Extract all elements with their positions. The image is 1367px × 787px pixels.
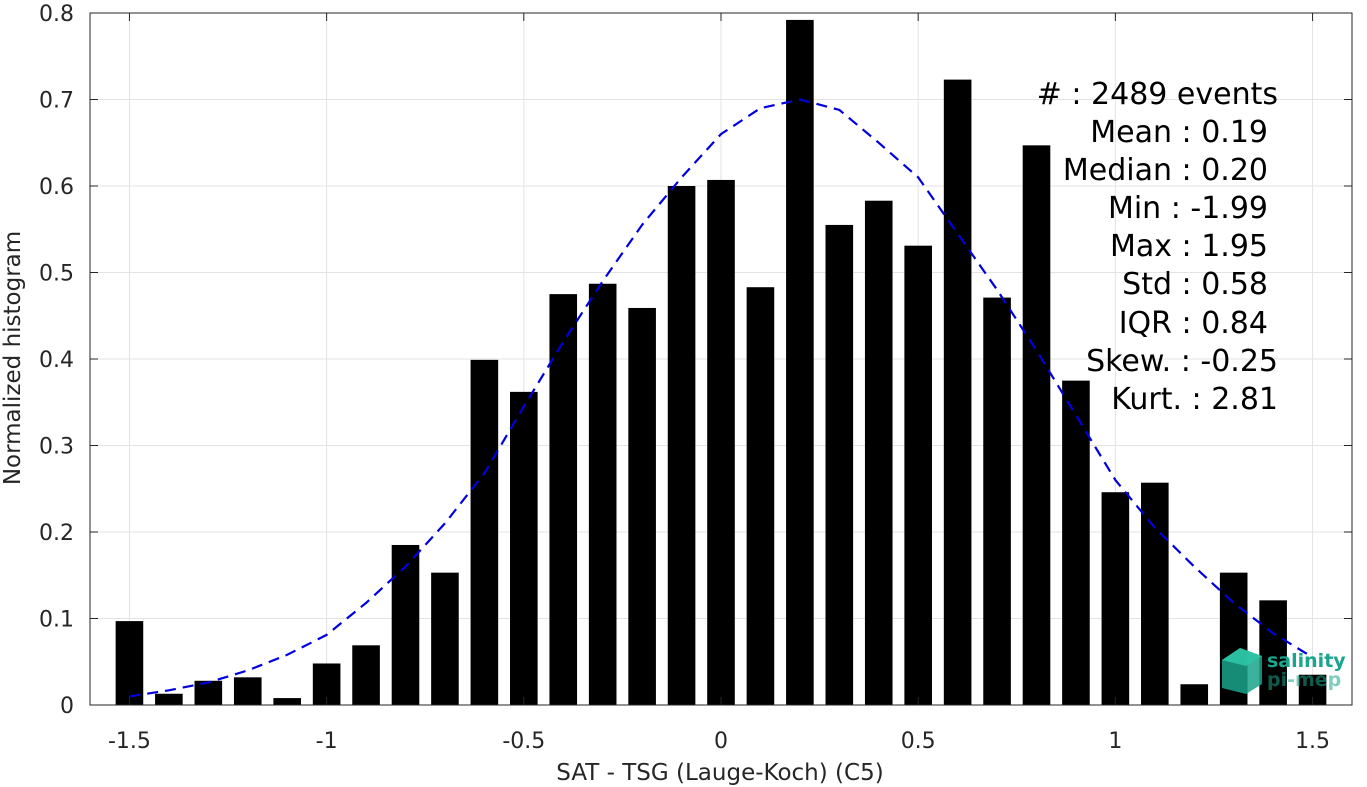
histogram-bar <box>233 677 262 705</box>
histogram-bar <box>825 224 854 706</box>
stat-median: Median : 0.20 <box>1063 153 1268 188</box>
histogram-bar <box>273 698 301 705</box>
y-axis-title: Normalized histogram <box>0 231 26 485</box>
histogram-bar <box>1259 600 1287 705</box>
histogram-bars <box>115 19 1327 706</box>
histogram-bar <box>155 693 183 705</box>
logo-text-salinity: salinity <box>1267 650 1346 672</box>
histogram-bar <box>786 19 814 706</box>
y-tick-label: 0.7 <box>39 89 74 114</box>
logo-cube-face <box>1222 648 1262 666</box>
histogram-bar <box>549 294 578 705</box>
normal-fit-curve <box>129 98 1314 698</box>
histogram-bar <box>588 283 617 705</box>
histogram-bar <box>667 186 696 705</box>
histogram-bar <box>864 200 893 705</box>
y-tick-labels: 0 0.1 0.2 0.3 0.4 0.5 0.6 0.7 0.8 <box>39 2 74 719</box>
histogram-bar <box>1141 482 1169 705</box>
x-tick-label: 0.5 <box>901 729 936 754</box>
histogram-bar <box>1101 492 1130 705</box>
histogram-bar <box>746 287 775 705</box>
histogram-bar <box>391 544 420 705</box>
statistics-annotation: # : 2489 events Mean : 0.19 Median : 0.2… <box>1037 77 1278 417</box>
y-tick-label: 0.5 <box>39 262 74 287</box>
x-tick-label: -1 <box>316 729 338 754</box>
x-axis-title: SAT - TSG (Lauge-Koch) (C5) <box>556 760 883 786</box>
stat-kurtosis: Kurt. : 2.81 <box>1111 382 1278 417</box>
y-tick-label: 0.6 <box>39 175 74 200</box>
y-tick-label: 0.3 <box>39 435 74 460</box>
stat-mean: Mean : 0.19 <box>1090 115 1268 150</box>
y-tick-label: 0.1 <box>39 608 74 633</box>
histogram-bar <box>470 359 499 705</box>
stat-max: Max : 1.95 <box>1110 229 1268 264</box>
histogram-bar <box>628 307 656 705</box>
histogram-bar <box>510 391 538 705</box>
histogram-bar <box>352 645 380 705</box>
y-tick-label: 0.4 <box>39 348 74 373</box>
histogram-bar <box>1062 380 1090 705</box>
histogram-bar <box>115 621 144 705</box>
salinity-pimep-logo: salinity pi-mep <box>1222 648 1346 694</box>
histogram-bar <box>431 572 459 705</box>
histogram-bar <box>904 245 932 705</box>
logo-text-pimep: pi-mep <box>1267 669 1341 691</box>
stat-std: Std : 0.58 <box>1122 267 1268 302</box>
histogram-bar <box>943 79 972 706</box>
histogram-bar <box>1180 684 1209 705</box>
x-tick-label: 1 <box>1108 729 1122 754</box>
y-tick-label: 0.2 <box>39 521 74 546</box>
histogram-bar <box>194 680 223 705</box>
stat-skewness: Skew. : -0.25 <box>1086 344 1278 379</box>
histogram-bar <box>1022 145 1051 706</box>
y-tick-label: 0 <box>60 694 74 719</box>
stat-events: # : 2489 events <box>1037 77 1278 112</box>
x-tick-label: -0.5 <box>502 729 545 754</box>
stat-iqr: IQR : 0.84 <box>1119 306 1268 341</box>
histogram-bar <box>707 179 735 705</box>
stat-min: Min : -1.99 <box>1108 191 1268 226</box>
x-tick-label: 1.5 <box>1295 729 1330 754</box>
axis-ticks <box>90 12 1352 706</box>
x-tick-label: -1.5 <box>108 729 151 754</box>
x-tick-label: 0 <box>714 729 728 754</box>
histogram-bar <box>983 297 1011 705</box>
y-tick-label: 0.8 <box>39 2 74 27</box>
x-tick-labels: -1.5 -1 -0.5 0 0.5 1 1.5 <box>108 729 1330 754</box>
